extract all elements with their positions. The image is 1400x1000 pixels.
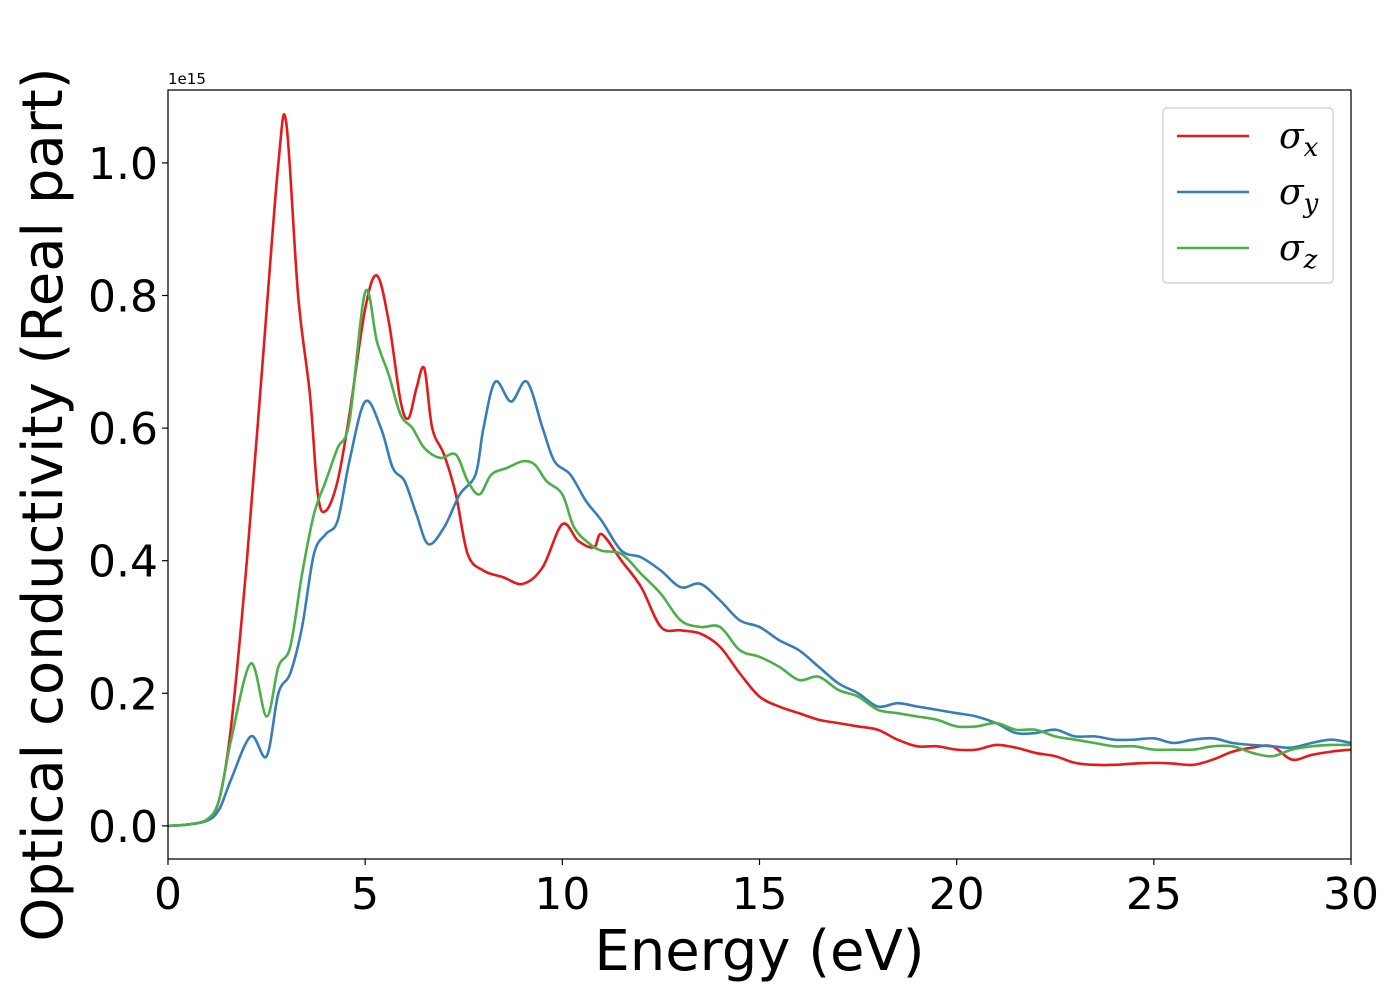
legend-box: [1162, 107, 1334, 284]
x-tick-label: 0: [154, 869, 182, 920]
legend-label-symbol: σ: [1279, 228, 1305, 269]
x-tick-label: 10: [534, 869, 590, 920]
y-offset-text: 1e15: [168, 70, 206, 88]
series-lines: [167, 113, 1352, 828]
series-line-sigma-z: [167, 288, 1352, 828]
x-tick-label: 15: [732, 869, 788, 920]
y-axis-label: Optical conductivity (Real part): [11, 67, 76, 941]
legend-label: σy: [1279, 172, 1319, 219]
x-axis-ticks: 0 5 10 15 20 25 30: [154, 859, 1379, 920]
x-tick-label: 20: [929, 869, 985, 920]
y-tick-label: 0.4: [88, 537, 158, 588]
legend-label: σz: [1279, 228, 1318, 275]
x-tick-label: 30: [1323, 869, 1379, 920]
x-axis-label: Energy (eV): [594, 919, 924, 984]
legend-label-symbol: σ: [1279, 116, 1305, 157]
legend-label-symbol: σ: [1279, 172, 1305, 213]
legend-label-subscript: x: [1304, 133, 1319, 163]
y-tick-label: 0.8: [88, 272, 158, 323]
y-axis-ticks: 0.0 0.2 0.4 0.6 0.8 1.0: [88, 139, 168, 853]
y-tick-label: 0.2: [88, 669, 158, 720]
y-tick-label: 0.6: [88, 404, 158, 455]
y-tick-label: 0.0: [88, 802, 158, 853]
legend-label: σx: [1279, 116, 1319, 163]
legend-label-subscript: z: [1303, 245, 1318, 275]
y-tick-label: 1.0: [88, 139, 158, 190]
series-line-sigma-y: [167, 379, 1352, 828]
series-line-sigma-x: [167, 113, 1352, 828]
x-tick-label: 5: [351, 869, 379, 920]
x-tick-label: 25: [1126, 869, 1182, 920]
legend-label-subscript: y: [1303, 189, 1319, 219]
